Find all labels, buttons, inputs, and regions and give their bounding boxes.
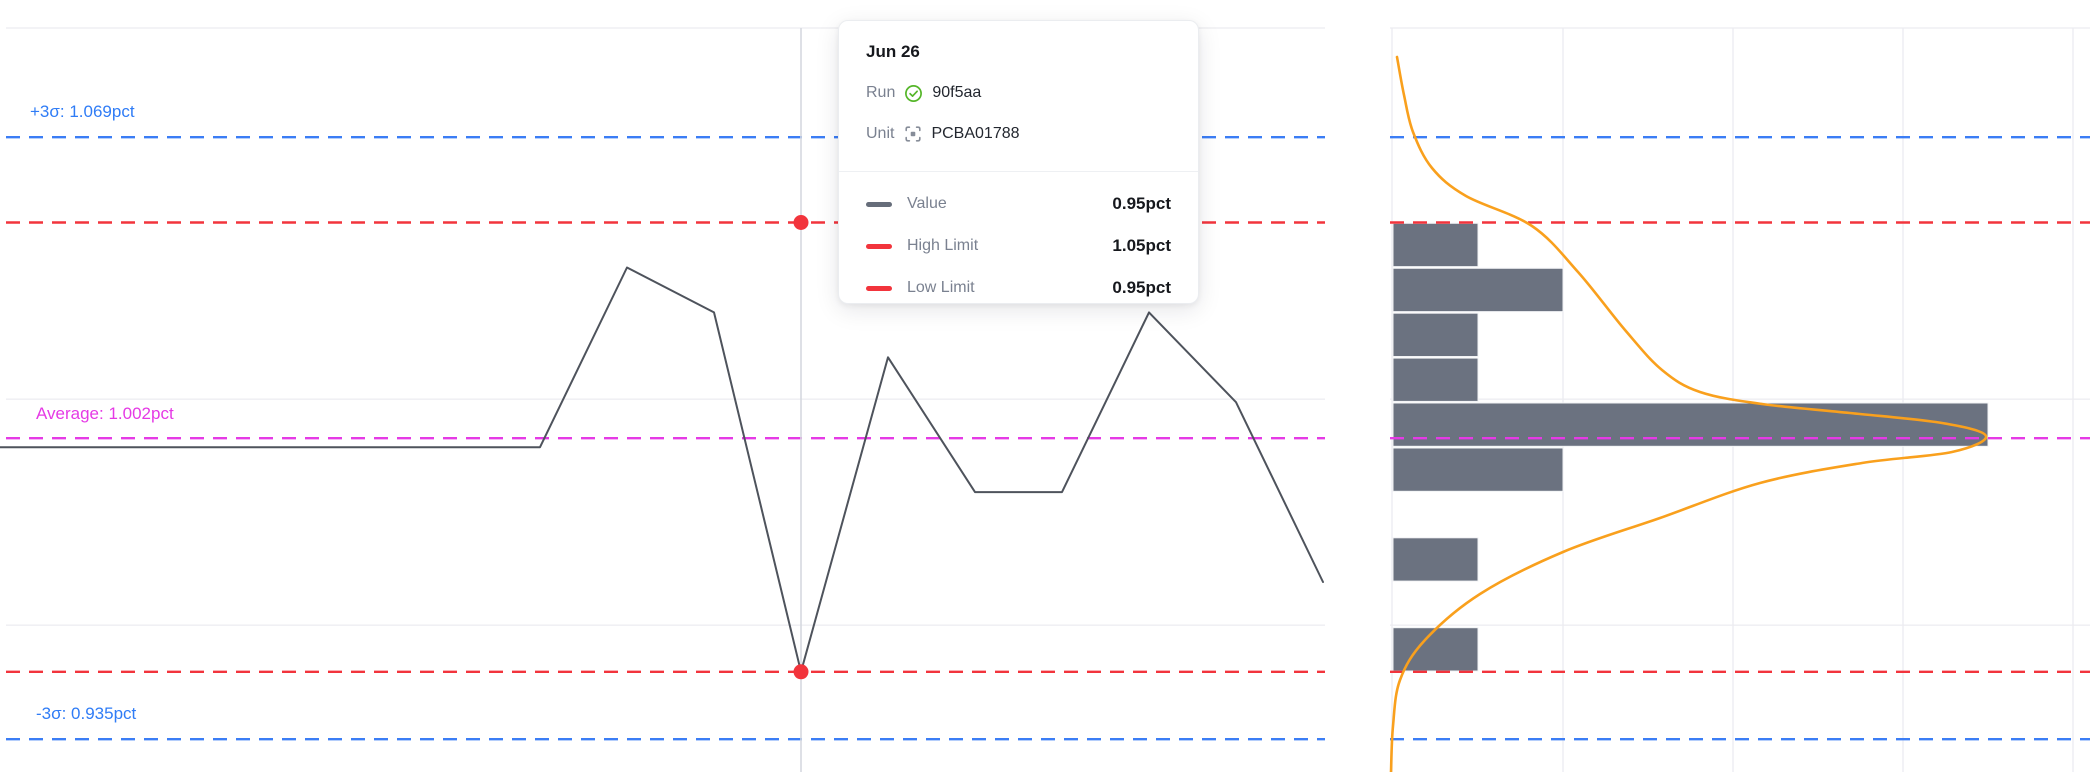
hover-point-markers[interactable]: [793, 215, 809, 680]
run-id-value: 90f5aa: [932, 84, 982, 101]
high-limit-swatch: [866, 243, 892, 249]
tooltip-run-row: Run 90f5aa: [866, 78, 1171, 108]
scan-icon: [903, 125, 922, 144]
low-limit-swatch: [866, 285, 892, 291]
histogram-bar: [1392, 267, 1564, 313]
average-label: Average: 1.002pct: [36, 404, 174, 423]
control-limit-lines: [6, 135, 2090, 741]
histogram-bar: [1392, 357, 1479, 402]
run-label: Run: [866, 84, 896, 101]
histogram-bar: [1392, 402, 1989, 447]
histogram-bar: [1392, 537, 1479, 582]
check-circle-icon: [904, 84, 923, 103]
tooltip-metrics: Value 0.95pct High Limit 1.05pct Low Lim…: [839, 171, 1198, 302]
distribution-curve: [1389, 55, 1988, 772]
limit-marker-dot: [793, 664, 809, 680]
value-series-swatch: [866, 201, 892, 207]
tooltip-date-title: Jun 26: [866, 42, 920, 61]
high-limit-amount: 1.05pct: [1112, 236, 1171, 255]
limit-marker-dot: [793, 215, 809, 230]
upper-sigma-label: +3σ: 1.069pct: [30, 102, 135, 121]
histogram-bar: [1392, 222, 1479, 268]
histogram-bar: [1392, 447, 1564, 492]
tooltip-high-limit-row: High Limit 1.05pct: [866, 232, 1171, 260]
value-series-line[interactable]: [0, 266, 1324, 673]
unit-label: Unit: [866, 125, 895, 142]
tooltip-low-limit-row: Low Limit 0.95pct: [866, 274, 1171, 302]
lower-sigma-label: -3σ: 0.935pct: [36, 704, 137, 723]
chart-tooltip: Jun 26 Run 90f5aa Unit: [838, 20, 1199, 304]
value-label: Value: [907, 195, 947, 212]
histogram-bars: [1392, 222, 1989, 672]
tooltip-header: Jun 26 Run 90f5aa Unit: [839, 21, 1198, 171]
unit-id-value: PCBA01788: [931, 125, 1020, 142]
histogram-bar: [1392, 312, 1479, 358]
high-limit-label: High Limit: [907, 237, 979, 254]
value-amount: 0.95pct: [1112, 194, 1171, 213]
tooltip-unit-row: Unit PCBA01788: [866, 119, 1171, 149]
tooltip-value-row: Value 0.95pct: [866, 190, 1171, 218]
low-limit-amount: 0.95pct: [1112, 278, 1171, 297]
low-limit-label: Low Limit: [907, 279, 975, 296]
